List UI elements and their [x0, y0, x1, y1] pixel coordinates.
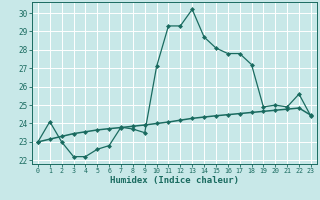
- X-axis label: Humidex (Indice chaleur): Humidex (Indice chaleur): [110, 176, 239, 185]
